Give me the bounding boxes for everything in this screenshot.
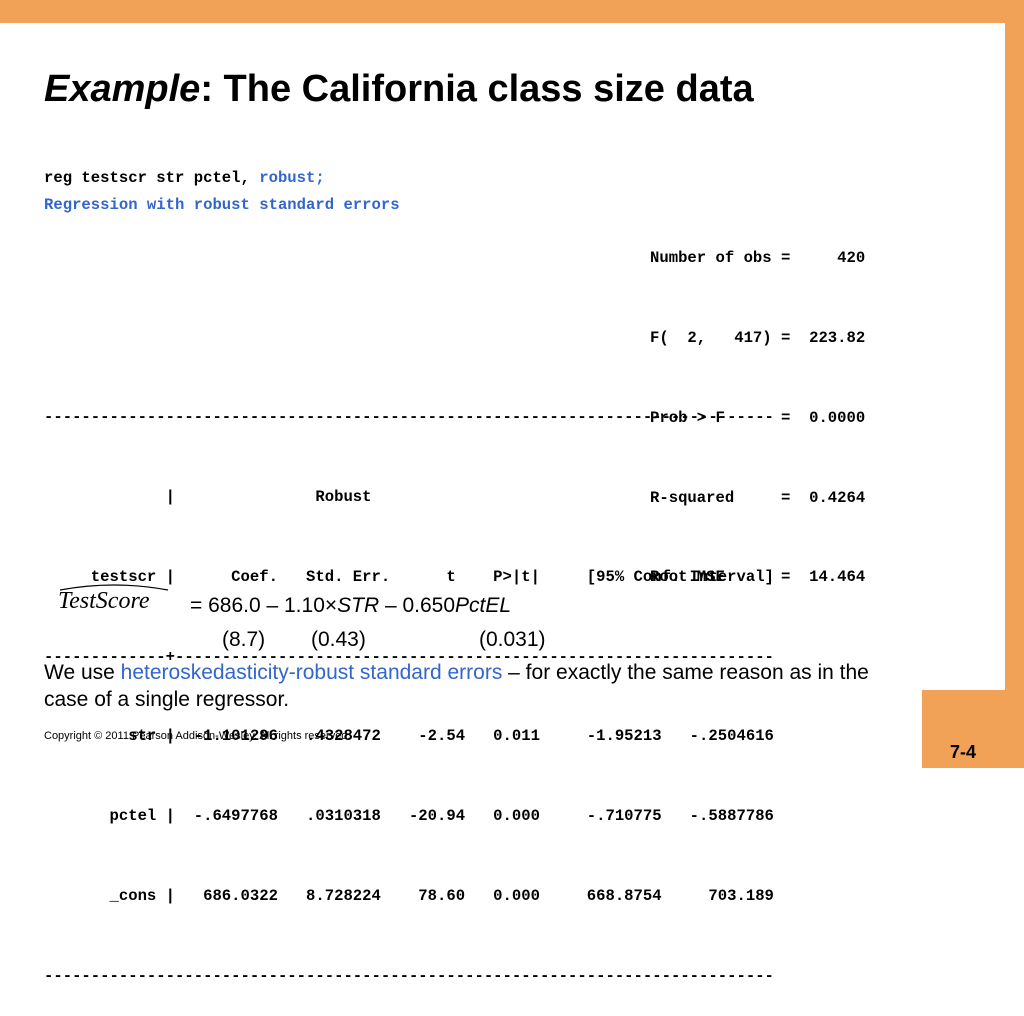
stata-command: reg testscr str pctel, robust; (44, 165, 325, 192)
note-text: – for exactly the same reason as in the … (44, 661, 869, 711)
equation-rhs: = 686.0 – 1.10×STR – 0.650PctEL (190, 594, 511, 618)
equation-var-pctel: PctEL (455, 594, 512, 617)
stat-line: Root MSE = 14.464 (650, 568, 866, 587)
equation-var-str: STR (337, 594, 380, 617)
table-separator: -------------+--------------------------… (44, 647, 774, 666)
equation-part: – 0.650 (379, 594, 456, 617)
stat-line: Prob > F = 0.0000 (650, 408, 866, 427)
table-header-line: | Robust (44, 487, 372, 506)
table-header-line: testscr | Coef. Std. Err. t P>|t| [95% C… (44, 567, 774, 586)
command-option: robust; (259, 169, 325, 187)
standard-error: (8.7) (222, 628, 266, 651)
standard-error: (0.031) (479, 628, 546, 651)
table-row: pctel | -.6497768 .0310318 -20.94 0.000 … (44, 807, 774, 826)
note-paragraph: We use heteroskedasticity-robust standar… (44, 659, 904, 713)
regression-header: Regression with robust standard errors (44, 196, 400, 214)
slide-number-box (922, 690, 1024, 768)
equation-part: = 686.0 – 1.10× (190, 594, 338, 617)
title-rest: : The California class size data (200, 68, 754, 110)
table-rule: ----------------------------------------… (44, 966, 774, 985)
table-row: str | -1.101296 .4328472 -2.54 0.011 -1.… (44, 727, 774, 746)
stats-block: Number of obs = 420 F( 2, 417) = 223.82 … (650, 192, 865, 618)
copyright: Copyright © 2011 Pearson Addison-Wesley.… (44, 730, 351, 742)
standard-error: (0.43) (311, 628, 366, 651)
hat-accent (59, 584, 169, 591)
table-rule: ----------------------------------------… (44, 408, 774, 427)
stat-line: F( 2, 417) = 223.82 (650, 328, 866, 347)
top-frame-bar (0, 0, 1024, 23)
table-row: _cons | 686.0322 8.728224 78.60 0.000 66… (44, 886, 774, 905)
slide-title: Example: The California class size data (44, 68, 754, 111)
note-highlight: heteroskedasticity-robust standard error… (120, 661, 503, 684)
stat-line: Number of obs = 420 (650, 249, 866, 268)
right-frame-bar (1005, 0, 1024, 768)
title-italic: Example (44, 68, 201, 110)
note-text: We use (44, 661, 121, 684)
stat-line: R-squared = 0.4264 (650, 488, 866, 507)
equation-lhs: TestScore (58, 588, 150, 614)
command-text: reg testscr str pctel, (44, 169, 260, 187)
slide-number: 7-4 (950, 742, 977, 762)
